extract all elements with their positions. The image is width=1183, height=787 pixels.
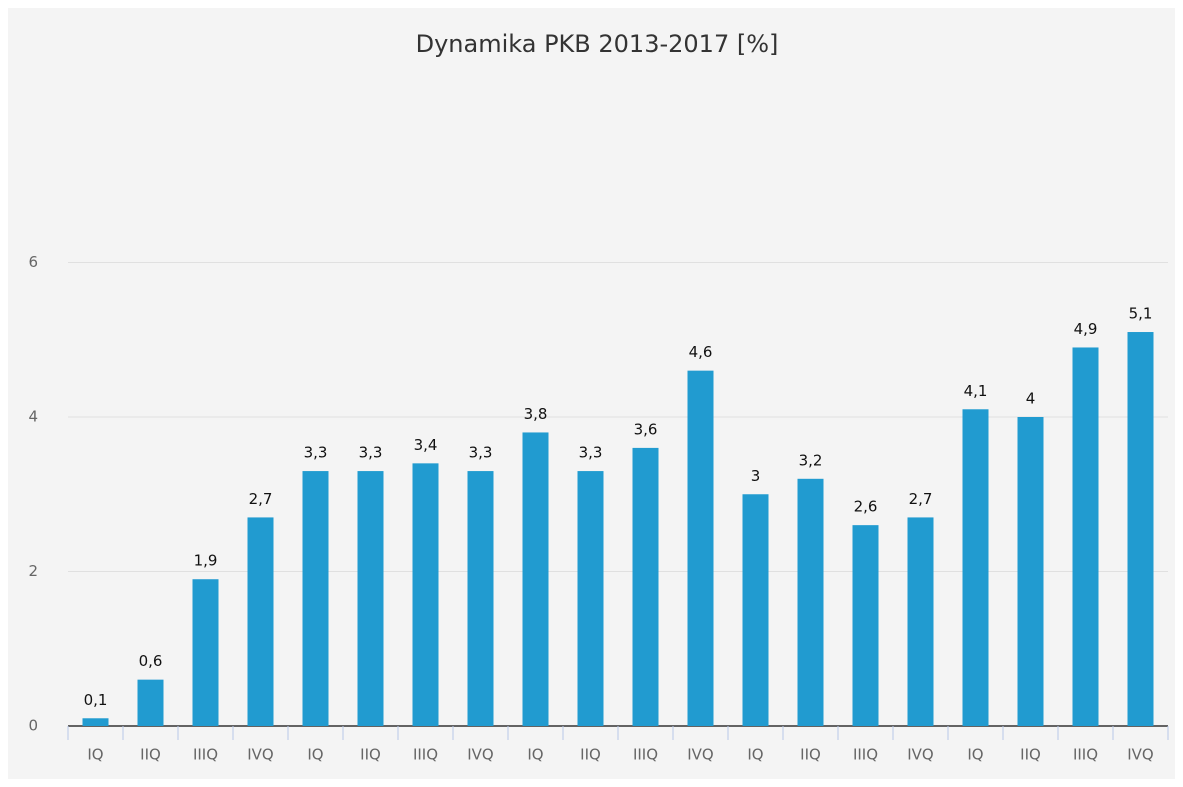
y-tick-label: 2 [28,562,38,580]
x-tick-label: IQ [747,746,763,764]
bar [742,494,769,726]
x-tick-label: IVQ [247,746,274,764]
x-tick-label: IIIQ [413,746,438,764]
x-tick-label: IQ [527,746,543,764]
value-label: 2,6 [854,498,878,516]
value-label: 3,8 [524,405,548,423]
bar [522,432,549,726]
bar [357,471,384,726]
bar [907,517,934,726]
value-label: 2,7 [249,490,273,508]
x-tick-label: IIIQ [853,746,878,764]
x-tick-label: IIQ [580,746,601,764]
value-label: 3,6 [634,420,658,438]
y-tick-label: 0 [28,717,38,735]
value-label: 4,6 [689,343,713,361]
x-tick-label: IVQ [687,746,714,764]
bar [797,478,824,726]
bar [1072,347,1099,726]
value-label: 2,7 [909,490,933,508]
bar [467,471,494,726]
value-label: 3,4 [414,436,438,454]
value-label: 3,3 [579,444,603,462]
bar [577,471,604,726]
x-tick-label: IVQ [907,746,934,764]
bar [687,370,714,726]
x-tick-label: IQ [307,746,323,764]
bar [137,679,164,726]
bar [192,579,219,726]
value-label: 3,3 [359,444,383,462]
value-label: 4 [1026,390,1036,408]
bar [412,463,439,726]
y-tick-label: 6 [28,253,38,271]
chart-title: Dynamika PKB 2013-2017 [%] [416,30,779,58]
x-tick-label: IIQ [800,746,821,764]
value-label: 3 [751,467,761,485]
x-tick-label: IIQ [140,746,161,764]
x-tick-label: IIIQ [193,746,218,764]
bar [1127,332,1154,726]
value-label: 1,9 [194,552,218,570]
value-label: 0,1 [84,691,108,709]
x-tick-label: IIIQ [1073,746,1098,764]
bar [82,718,109,726]
x-tick-label: IIIQ [633,746,658,764]
x-tick-label: IVQ [1127,746,1154,764]
value-label: 3,2 [799,451,823,469]
value-label: 3,3 [469,444,493,462]
bar [632,447,659,726]
x-tick-label: IIQ [360,746,381,764]
x-tick-label: IQ [967,746,983,764]
bar [1017,417,1044,726]
value-label: 3,3 [304,444,328,462]
bar [852,525,879,726]
value-label: 0,6 [139,652,163,670]
x-tick-label: IQ [87,746,103,764]
value-label: 4,1 [964,382,988,400]
bar [302,471,329,726]
value-label: 4,9 [1074,320,1098,338]
bar [247,517,274,726]
bar [962,409,989,726]
x-tick-label: IVQ [467,746,494,764]
y-tick-label: 4 [28,408,38,426]
x-tick-label: IIQ [1020,746,1041,764]
value-label: 5,1 [1129,305,1153,323]
